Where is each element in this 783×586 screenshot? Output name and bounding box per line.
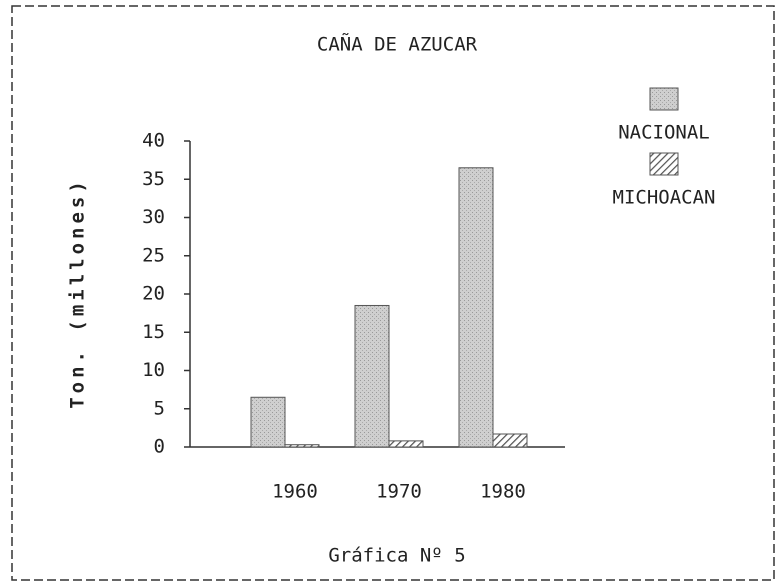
y-tick-label: 0 xyxy=(154,436,165,458)
bar xyxy=(354,304,390,448)
bar xyxy=(250,396,286,448)
chart-title: CAÑA DE AZUCAR xyxy=(317,33,478,56)
y-axis-label: Ton. (millones) xyxy=(67,177,89,409)
y-tick-label: 40 xyxy=(142,130,165,152)
bar xyxy=(284,444,320,448)
caption: Gráfica Nº 5 xyxy=(328,545,465,567)
legend-label: MICHOACAN xyxy=(613,187,716,209)
x-tick-label: 1960 xyxy=(272,481,318,503)
y-tick-label: 35 xyxy=(142,168,165,190)
bar xyxy=(492,433,528,448)
bar xyxy=(458,167,494,448)
x-tick-label: 1980 xyxy=(480,481,526,503)
legend-label: NACIONAL xyxy=(618,122,710,144)
legend-swatch xyxy=(649,152,679,176)
y-tick-label: 5 xyxy=(154,397,165,419)
y-tick-label: 15 xyxy=(142,321,165,343)
legend-swatch xyxy=(649,87,679,111)
y-tick-label: 30 xyxy=(142,206,165,228)
frame xyxy=(11,5,775,581)
bar xyxy=(388,440,424,448)
y-tick-label: 10 xyxy=(142,359,165,381)
y-tick-label: 20 xyxy=(142,283,165,305)
x-tick-label: 1970 xyxy=(376,481,422,503)
y-tick-label: 25 xyxy=(142,244,165,266)
